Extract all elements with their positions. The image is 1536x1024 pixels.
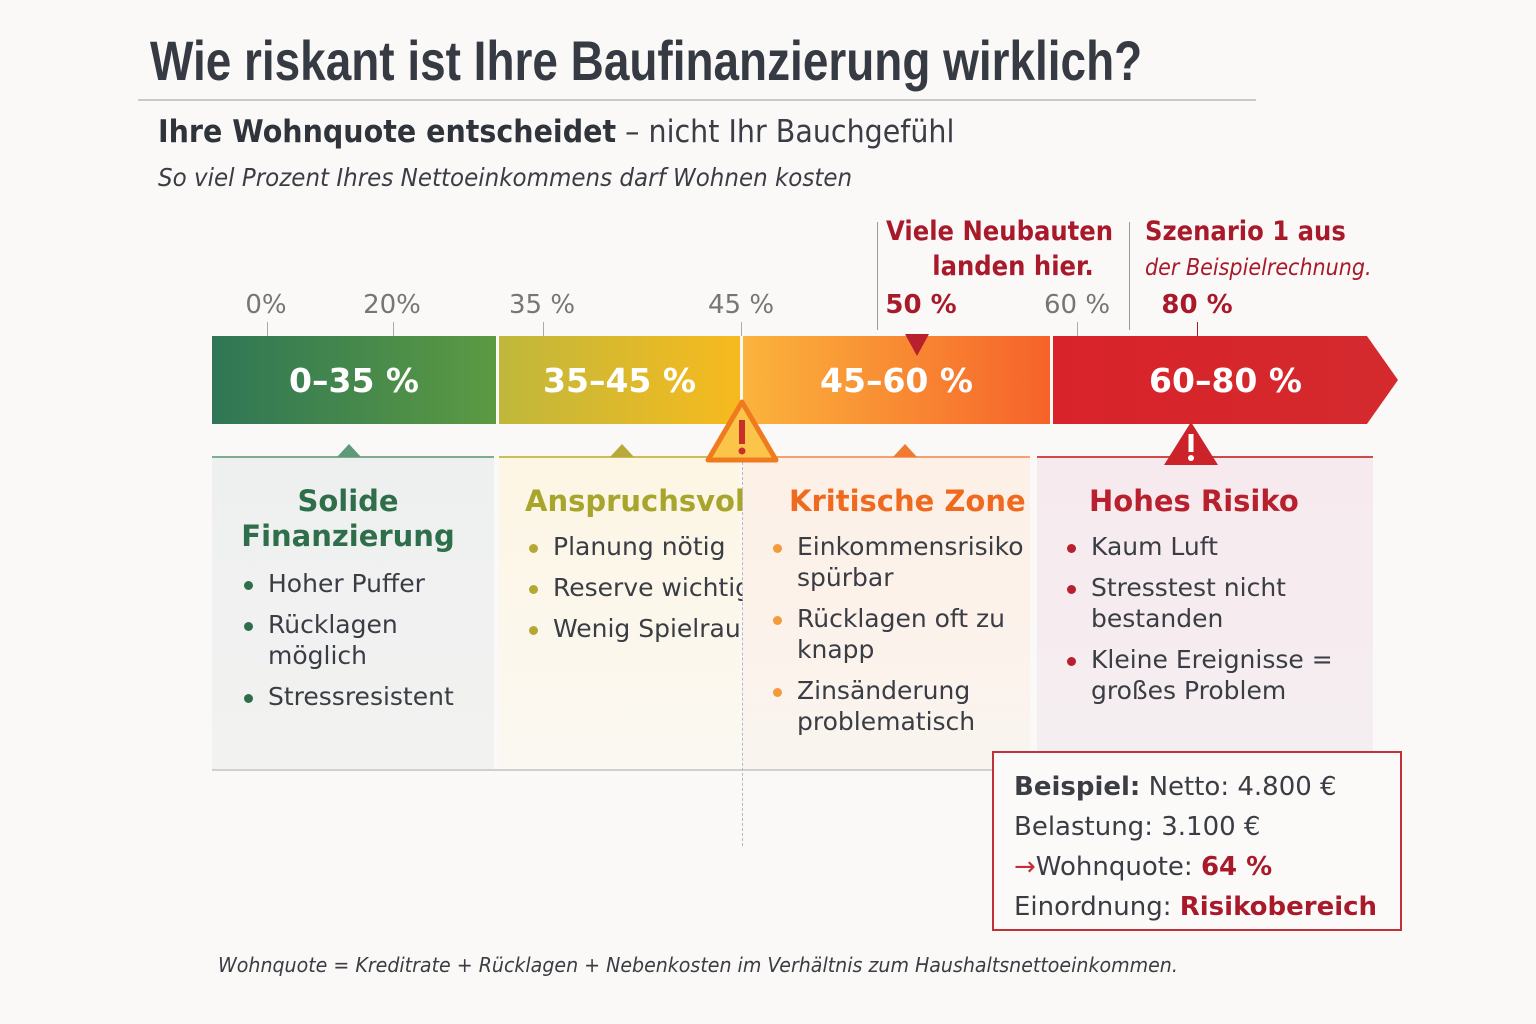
marker-50-icon bbox=[905, 334, 929, 356]
page-title: Wie riskant ist Ihre Baufinanzierung wir… bbox=[150, 29, 1143, 92]
list-item: Stresstest nicht bestanden bbox=[1063, 572, 1343, 634]
panel-title: Hohes Risiko bbox=[1089, 484, 1299, 518]
example-belastung: Belastung: 3.100 € bbox=[1014, 812, 1261, 842]
tick-60: 60 % bbox=[1043, 290, 1111, 320]
annotation-line-1: Viele Neubauten bbox=[886, 216, 1114, 247]
panel-list: Kaum Luft Stresstest nicht bestanden Kle… bbox=[1063, 531, 1343, 706]
arrow-right-icon: → bbox=[1014, 852, 1036, 882]
example-box: Beispiel: Netto: 4.800 € Belastung: 3.10… bbox=[992, 751, 1402, 931]
einordnung-label: Einordnung: bbox=[1014, 892, 1172, 922]
tick-mark bbox=[267, 322, 268, 336]
segment-60-80-arrow: 60–80 % bbox=[1053, 336, 1398, 424]
example-label: Beispiel: bbox=[1014, 772, 1141, 802]
footnote: Wohnquote = Kreditrate + Rücklagen + Neb… bbox=[218, 953, 1178, 977]
panel-solide: Solide Finanzierung Hoher Puffer Rücklage… bbox=[212, 456, 494, 770]
tick-50: 50 % bbox=[885, 290, 957, 320]
tick-35: 35 % bbox=[508, 290, 576, 320]
baseline-divider bbox=[212, 769, 992, 771]
pointer-triangle-icon bbox=[893, 444, 917, 457]
tick-80: 80 % bbox=[1161, 290, 1233, 320]
example-line-wohnquote: →Wohnquote: 64 % bbox=[1014, 847, 1380, 887]
tick-20: 20% bbox=[363, 290, 421, 320]
panel-list: Planung nötig Reserve wichtig Wenig Spie… bbox=[525, 531, 765, 644]
panel-kritisch: Kritische Zone Einkommensrisiko spürbar … bbox=[743, 456, 1030, 770]
pointer-triangle-icon bbox=[610, 444, 634, 457]
list-item: Planung nötig bbox=[525, 531, 740, 562]
panel-title: Kritische Zone bbox=[789, 484, 1026, 518]
annotation-line bbox=[1129, 222, 1130, 330]
list-item: Wenig Spielraum bbox=[525, 613, 765, 644]
example-netto: Netto: 4.800 € bbox=[1148, 772, 1337, 802]
subtitle-italic: So viel Prozent Ihres Nettoeinkommens da… bbox=[158, 163, 853, 192]
title-divider bbox=[138, 99, 1256, 101]
list-item: Rücklagen oft zu knapp bbox=[769, 603, 1019, 665]
panel-title-line: Solide bbox=[297, 484, 399, 518]
list-item: Stressresistent bbox=[240, 681, 494, 712]
tick-mark bbox=[393, 322, 394, 336]
segment-35-45: 35–45 % bbox=[499, 336, 740, 424]
panel-list: Hoher Puffer Rücklagen möglich Stressres… bbox=[240, 568, 494, 712]
pointer-triangle-icon bbox=[337, 444, 361, 457]
panel-title-line: Finanzierung bbox=[241, 519, 455, 553]
segment-0-35: 0–35 % bbox=[212, 336, 496, 424]
annotation-szenario-1: Szenario 1 aus bbox=[1145, 216, 1346, 247]
segment-45-60: 45–60 % bbox=[743, 336, 1050, 424]
list-item: Kleine Ereignisse = großes Problem bbox=[1063, 644, 1343, 706]
example-line-netto: Beispiel: Netto: 4.800 € bbox=[1014, 767, 1380, 807]
annotation-szenario: Szenario 1 aus der Beispielrechnung. bbox=[1145, 214, 1372, 286]
wohnquote-value: 64 % bbox=[1200, 852, 1273, 882]
list-item: Reserve wichtig bbox=[525, 572, 751, 603]
subtitle-rest: – nicht Ihr Bauchgefühl bbox=[625, 114, 955, 150]
panel-hohes-risiko: Hohes Risiko Kaum Luft Stresstest nicht … bbox=[1037, 456, 1373, 752]
annotation-neubauten: Viele Neubauten landen hier. bbox=[886, 214, 1113, 284]
subtitle: Ihre Wohnquote entscheidet – nicht Ihr B… bbox=[158, 114, 954, 150]
panel-title: Solide Finanzierung bbox=[202, 484, 494, 554]
annotation-szenario-2: der Beispielrechnung. bbox=[1145, 255, 1372, 281]
annotation-line-2: landen hier. bbox=[932, 251, 1094, 282]
tick-mark bbox=[543, 322, 544, 336]
tick-mark bbox=[741, 322, 742, 336]
annotation-line bbox=[877, 222, 878, 330]
tick-45: 45 % bbox=[707, 290, 775, 320]
list-item: Einkommensrisiko spürbar bbox=[769, 531, 1024, 593]
warning-red-icon bbox=[1164, 422, 1218, 465]
list-item: Rücklagen möglich bbox=[240, 609, 494, 671]
wohnquote-label: Wohnquote: bbox=[1035, 852, 1193, 882]
list-item: Kaum Luft bbox=[1063, 531, 1343, 562]
einordnung-value: Risikobereich bbox=[1179, 892, 1378, 922]
tick-mark bbox=[1197, 322, 1198, 336]
tick-0: 0% bbox=[245, 290, 287, 320]
panel-anspruchsvoll: Anspruchsvoll Planung nötig Reserve wich… bbox=[499, 456, 765, 770]
panel-list: Einkommensrisiko spürbar Rücklagen oft z… bbox=[769, 531, 1024, 737]
threshold-dashed-line bbox=[742, 462, 743, 846]
tick-mark bbox=[1077, 322, 1078, 336]
list-item: Zinsänderung problematisch bbox=[769, 675, 1019, 737]
warning-icon bbox=[705, 399, 779, 463]
example-line-einordnung: Einordnung: Risikobereich bbox=[1014, 887, 1380, 927]
panel-title: Anspruchsvoll bbox=[525, 484, 755, 518]
subtitle-bold: Ihre Wohnquote entscheidet bbox=[158, 114, 617, 150]
list-item: Hoher Puffer bbox=[240, 568, 494, 599]
